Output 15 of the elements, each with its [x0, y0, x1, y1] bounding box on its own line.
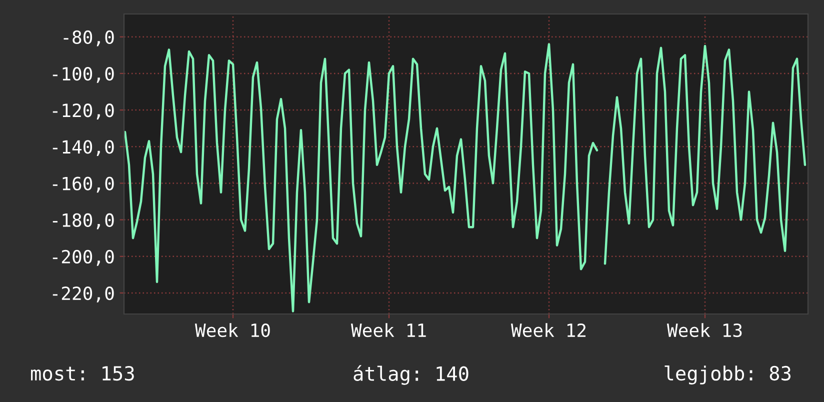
y-tick-label: -180,0 [52, 213, 114, 230]
x-tick-label: Week 11 [350, 323, 426, 338]
x-tick-label: Week 13 [666, 323, 742, 338]
y-tick-label: -100,0 [52, 66, 114, 83]
y-tick-label: -160,0 [52, 176, 114, 193]
text: legjobb: 83 [664, 365, 791, 385]
text: átlag: 140 [354, 365, 468, 385]
x-tick-label: Week 10 [194, 323, 270, 338]
y-tick-label: -140,0 [52, 140, 114, 156]
y-tick-label: -80,0 [64, 30, 114, 46]
y-tick-label: -200,0 [52, 250, 114, 266]
y-tick-label: -120,0 [52, 104, 114, 120]
x-tick-label: Week 12 [510, 323, 586, 338]
text: most: 153 [31, 366, 134, 381]
y-tick-label: -220,0 [52, 286, 114, 302]
